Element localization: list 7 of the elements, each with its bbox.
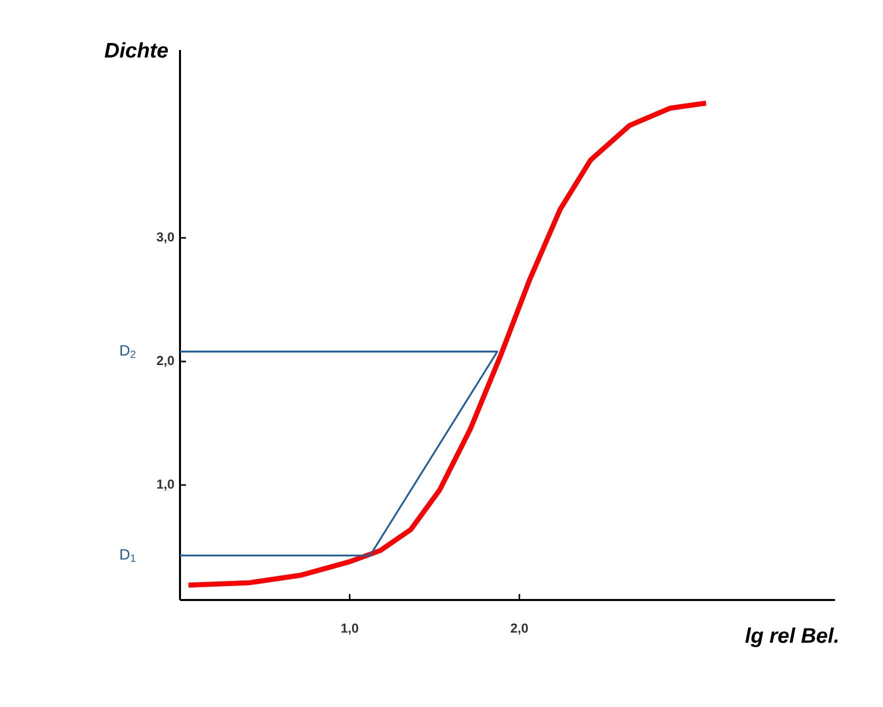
- y-tick-label: 2,0: [156, 356, 174, 367]
- y-tick-label: 3,0: [156, 232, 174, 244]
- y-axis-title: Dichte: [104, 42, 168, 58]
- y-tick-label: 1,0: [157, 480, 174, 491]
- x-axis-title: lg rel Bel.: [745, 628, 838, 648]
- annotation: D$_{2}$: [120, 345, 136, 358]
- annotation: D$_{1}$: [120, 549, 136, 562]
